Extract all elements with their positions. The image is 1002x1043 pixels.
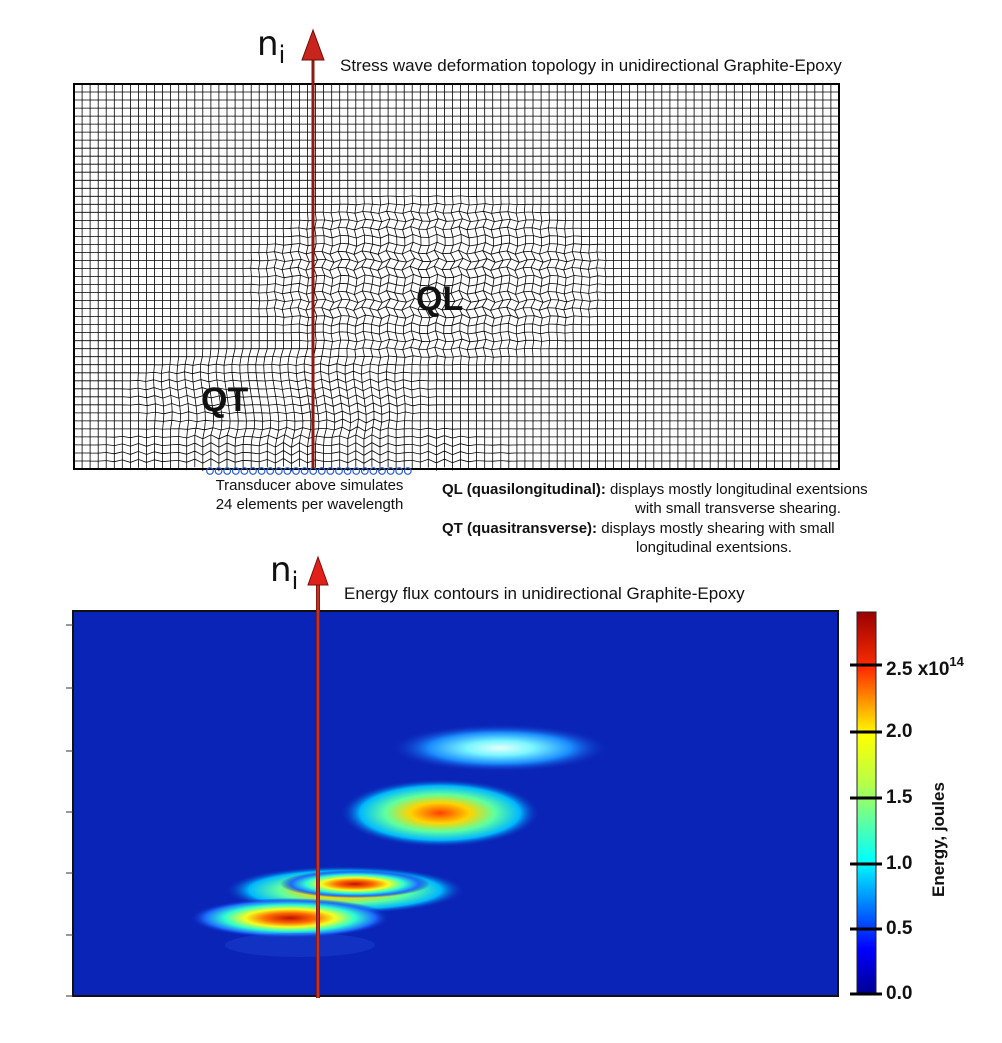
transducer-element [300, 467, 309, 475]
transducer-element [249, 467, 257, 475]
energy-flux-field [66, 610, 839, 997]
ql-term: QL (quasilongitudinal): [442, 481, 606, 498]
ql-label: QL [416, 280, 464, 318]
ql-desc-1: displays mostly longitudinal exentsions [610, 481, 868, 498]
colorbar-tick-label: 2.5 x10 [886, 659, 950, 680]
colorbar-tick-0.5: 0.5 [886, 918, 913, 939]
transducer-caption-line1: Transducer above simulates [215, 477, 404, 494]
axis-symbol-top: ni [257, 24, 285, 69]
qt-desc-1: displays mostly shearing with small [601, 520, 835, 537]
axis-symbol-subscript: i [291, 567, 299, 595]
transducer-element [257, 467, 266, 475]
ql-desc-2: with small transverse shearing. [635, 500, 841, 517]
transducer-element [378, 467, 386, 475]
qt-term: QT (quasitransverse): [442, 520, 598, 537]
transducer-element [335, 467, 343, 475]
transducer-element [326, 467, 335, 475]
colorbar-tick-1.5: 1.5 [886, 787, 913, 808]
axis-symbol-letter: n [257, 24, 279, 64]
mesh-grid [73, 84, 839, 472]
transducer-element [292, 467, 300, 475]
qt-label: QT [201, 381, 249, 419]
ni-arrow-top [301, 28, 325, 468]
transducer-caption-line2: 24 elements per wavelength [215, 496, 404, 513]
transducer-element [231, 467, 240, 475]
transducer-element [214, 467, 223, 475]
transducer-array [206, 467, 412, 475]
transducer-element [283, 467, 292, 475]
deformation-mesh [73, 83, 840, 472]
colorbar-tick-0.0: 0.0 [886, 983, 913, 1004]
colorbar-exponent: 14 [949, 654, 964, 669]
transducer-element [274, 467, 283, 475]
colorbar-tick-2.5: 2.5 x1014 [886, 654, 964, 681]
transducer-element [395, 467, 404, 475]
axis-symbol-subscript: i [278, 41, 286, 69]
transducer-element [240, 467, 249, 475]
ql-definition: QL (quasilongitudinal): displays mostly … [442, 480, 868, 518]
colorbar-tick-2.0: 2.0 [886, 721, 913, 742]
transducer-element [360, 467, 369, 475]
transducer-element [386, 467, 395, 475]
qt-desc-2: longitudinal exentsions. [636, 539, 792, 556]
transducer-element [206, 467, 214, 475]
transducer-element [223, 467, 232, 475]
bottom-title: Energy flux contours in unidirectional G… [344, 584, 745, 603]
ni-arrow-bottom [307, 555, 329, 998]
colorbar-tick-1.0: 1.0 [886, 853, 913, 874]
transducer-element [403, 467, 412, 475]
transducer-caption: Transducer above simulates 24 elements p… [207, 476, 412, 514]
transducer-element [369, 467, 378, 475]
axis-symbol-letter: n [270, 550, 292, 590]
top-title: Stress wave deformation topology in unid… [340, 56, 842, 75]
colorbar-label: Energy, joules [929, 782, 948, 897]
transducer-element [317, 467, 326, 475]
qt-definition: QT (quasitransverse): displays mostly sh… [442, 519, 835, 557]
colorbar [850, 611, 882, 996]
transducer-element [352, 467, 361, 475]
transducer-element [266, 467, 275, 475]
axis-symbol-bottom: ni [270, 550, 298, 595]
transducer-element [343, 467, 352, 475]
